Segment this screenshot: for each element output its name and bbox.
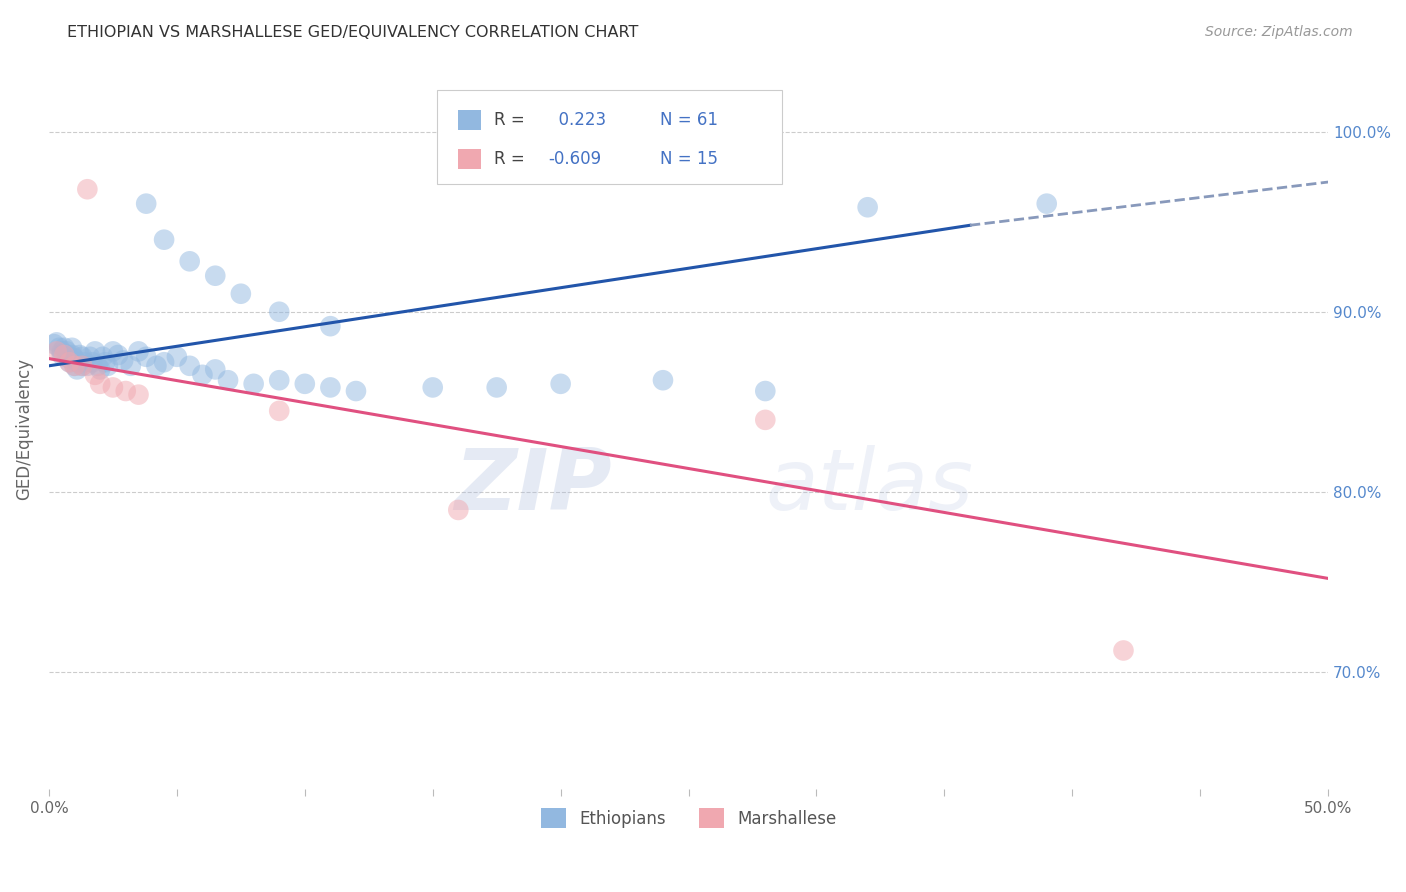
Point bbox=[56, 344, 79, 359]
Point bbox=[447, 503, 470, 517]
Point bbox=[58, 355, 80, 369]
Text: R =: R = bbox=[494, 111, 524, 128]
Legend: Ethiopians, Marshallese: Ethiopians, Marshallese bbox=[534, 801, 844, 835]
Point bbox=[56, 348, 79, 362]
Point bbox=[51, 348, 73, 362]
Text: atlas: atlas bbox=[765, 445, 973, 528]
Point bbox=[84, 344, 107, 359]
Point bbox=[179, 254, 201, 268]
Point bbox=[754, 413, 776, 427]
Point bbox=[58, 355, 80, 369]
Point bbox=[89, 376, 111, 391]
Point bbox=[135, 196, 157, 211]
Point bbox=[319, 380, 342, 394]
Point bbox=[53, 348, 76, 362]
Point bbox=[45, 344, 67, 359]
Text: ZIP: ZIP bbox=[454, 445, 612, 528]
Point bbox=[70, 350, 93, 364]
FancyBboxPatch shape bbox=[436, 90, 782, 184]
Point bbox=[66, 355, 89, 369]
Point bbox=[97, 359, 120, 373]
Point bbox=[101, 344, 124, 359]
Point bbox=[53, 341, 76, 355]
Point bbox=[135, 350, 157, 364]
Point bbox=[485, 380, 508, 394]
Point bbox=[204, 268, 226, 283]
Point bbox=[76, 182, 98, 196]
Point bbox=[112, 353, 135, 368]
Point bbox=[652, 373, 675, 387]
Point bbox=[294, 376, 316, 391]
Point bbox=[73, 355, 96, 369]
Text: R =: R = bbox=[494, 151, 524, 169]
Point bbox=[153, 355, 176, 369]
Point bbox=[70, 359, 93, 373]
Point bbox=[145, 359, 167, 373]
Point bbox=[229, 286, 252, 301]
Text: ETHIOPIAN VS MARSHALLESE GED/EQUIVALENCY CORRELATION CHART: ETHIOPIAN VS MARSHALLESE GED/EQUIVALENCY… bbox=[67, 25, 638, 40]
Point bbox=[204, 362, 226, 376]
Point bbox=[128, 387, 150, 401]
Point bbox=[79, 350, 101, 364]
FancyBboxPatch shape bbox=[458, 149, 481, 169]
Text: N = 61: N = 61 bbox=[661, 111, 718, 128]
Point bbox=[76, 359, 98, 373]
Point bbox=[101, 380, 124, 394]
Point bbox=[191, 368, 214, 382]
Point bbox=[82, 355, 104, 369]
Point bbox=[63, 351, 86, 366]
Y-axis label: GED/Equivalency: GED/Equivalency bbox=[15, 358, 32, 500]
Point bbox=[66, 362, 89, 376]
Point bbox=[422, 380, 444, 394]
Point bbox=[269, 404, 291, 418]
Point bbox=[70, 359, 93, 373]
Point bbox=[754, 384, 776, 398]
Point bbox=[45, 335, 67, 350]
Point bbox=[217, 373, 239, 387]
Point bbox=[107, 348, 129, 362]
Point bbox=[69, 348, 91, 362]
Point bbox=[42, 337, 65, 351]
Point bbox=[269, 305, 291, 319]
Point bbox=[128, 344, 150, 359]
Point bbox=[242, 376, 264, 391]
Text: Source: ZipAtlas.com: Source: ZipAtlas.com bbox=[1205, 25, 1353, 39]
Point bbox=[48, 341, 70, 355]
Point bbox=[94, 355, 117, 369]
Text: N = 15: N = 15 bbox=[661, 151, 718, 169]
Point bbox=[344, 384, 367, 398]
Point bbox=[89, 362, 111, 376]
Point bbox=[114, 384, 136, 398]
Point bbox=[51, 344, 73, 359]
Point bbox=[84, 368, 107, 382]
Point bbox=[269, 373, 291, 387]
Point bbox=[550, 376, 572, 391]
FancyBboxPatch shape bbox=[458, 110, 481, 129]
Point bbox=[1112, 643, 1135, 657]
Point bbox=[60, 348, 83, 362]
Point bbox=[86, 359, 108, 373]
Point bbox=[166, 350, 188, 364]
Point bbox=[60, 341, 83, 355]
Text: -0.609: -0.609 bbox=[548, 151, 600, 169]
Point bbox=[179, 359, 201, 373]
Text: 0.223: 0.223 bbox=[548, 111, 606, 128]
Point bbox=[1035, 196, 1057, 211]
Point bbox=[319, 319, 342, 334]
Point bbox=[153, 233, 176, 247]
Point bbox=[856, 200, 879, 214]
Point bbox=[63, 359, 86, 373]
Point bbox=[63, 359, 86, 373]
Point bbox=[91, 350, 114, 364]
Point bbox=[120, 359, 142, 373]
Point bbox=[58, 351, 80, 366]
